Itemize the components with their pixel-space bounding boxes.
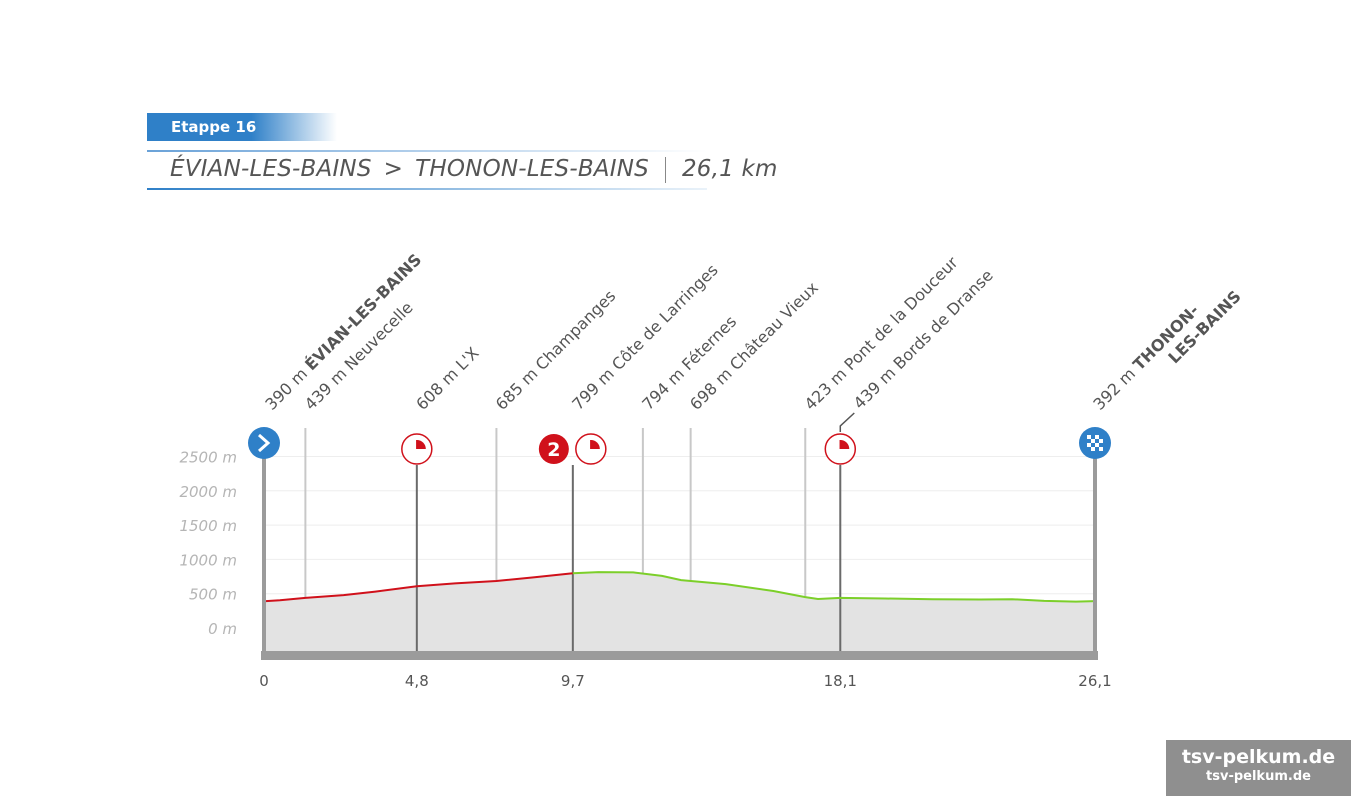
waypoint-label: 608 m L'X xyxy=(412,343,482,413)
finish-flag-cell xyxy=(1099,435,1103,439)
finish-flag-cell xyxy=(1087,447,1091,451)
x-tick-label: 0 xyxy=(259,672,269,690)
route-finish: THONON-LES-BAINS xyxy=(415,156,649,182)
finish-flag-cell xyxy=(1095,447,1099,451)
climb-category-icon xyxy=(538,434,569,464)
climb-category-label: 2 xyxy=(547,439,560,461)
stage-tag: Etappe 16 xyxy=(147,113,337,141)
y-tick-label: 1500 m xyxy=(179,517,237,535)
route-divider xyxy=(664,156,666,183)
waypoint-label-text: 608 m L'X xyxy=(412,343,482,413)
elevation-line-segment xyxy=(263,572,573,603)
timer-icon-sector xyxy=(416,440,426,449)
finish-flag-cell xyxy=(1091,443,1095,447)
label-leader-line xyxy=(839,412,855,432)
timer-icon-sector xyxy=(840,440,850,449)
finish-flag-cell xyxy=(1087,439,1091,443)
finish-flag-cell xyxy=(1095,435,1099,439)
watermark-line-2: tsv-pelkum.de xyxy=(1206,769,1311,784)
route-start: ÉVIAN-LES-BAINS xyxy=(170,156,372,182)
route-title: ÉVIAN-LES-BAINS > THONON-LES-BAINS 26,1 km xyxy=(170,156,778,183)
x-tick-label: 9,7 xyxy=(561,672,585,690)
y-tick-label: 2500 m xyxy=(179,449,237,467)
waypoint-label: 390 m ÉVIAN-LES-BAINS xyxy=(261,250,425,414)
title-divider-bottom xyxy=(147,188,707,190)
y-tick-label: 1000 m xyxy=(179,551,237,569)
watermark-line-1: tsv-pelkum.de xyxy=(1181,746,1336,768)
x-tick-label: 26,1 xyxy=(1078,672,1111,690)
finish-flag-cell xyxy=(1091,435,1095,439)
timer-icon-sector xyxy=(590,440,600,449)
finish-flag-cell xyxy=(1091,447,1095,451)
finish-flag-cell xyxy=(1095,443,1099,447)
waypoint-label-text: 392 m xyxy=(1089,361,1142,414)
finish-flag-cell xyxy=(1099,447,1103,451)
x-tick-label: 18,1 xyxy=(824,672,857,690)
route-separator: > xyxy=(383,156,404,182)
x-tick-label: 4,8 xyxy=(405,672,429,690)
y-tick-label: 0 m xyxy=(208,620,237,638)
start-arrow-icon xyxy=(258,433,271,453)
stage-label: Etappe 16 xyxy=(171,118,257,136)
route-distance: 26,1 km xyxy=(681,156,778,182)
watermark: tsv-pelkum.de tsv-pelkum.de xyxy=(1166,740,1351,796)
elevation-area xyxy=(264,572,1095,651)
chart-baseline xyxy=(261,651,1098,660)
title-divider-top xyxy=(147,150,707,152)
y-tick-label: 500 m xyxy=(189,586,237,604)
finish-flag-cell xyxy=(1091,439,1095,443)
y-tick-label: 2000 m xyxy=(179,483,237,501)
finish-flag-cell xyxy=(1099,443,1103,447)
finish-flag-cell xyxy=(1087,435,1091,439)
finish-flag-cell xyxy=(1099,439,1103,443)
finish-flag-cell xyxy=(1095,439,1099,443)
elevation-line-segment xyxy=(572,571,1096,603)
start-icon xyxy=(248,427,280,459)
finish-flag-cell xyxy=(1087,443,1091,447)
